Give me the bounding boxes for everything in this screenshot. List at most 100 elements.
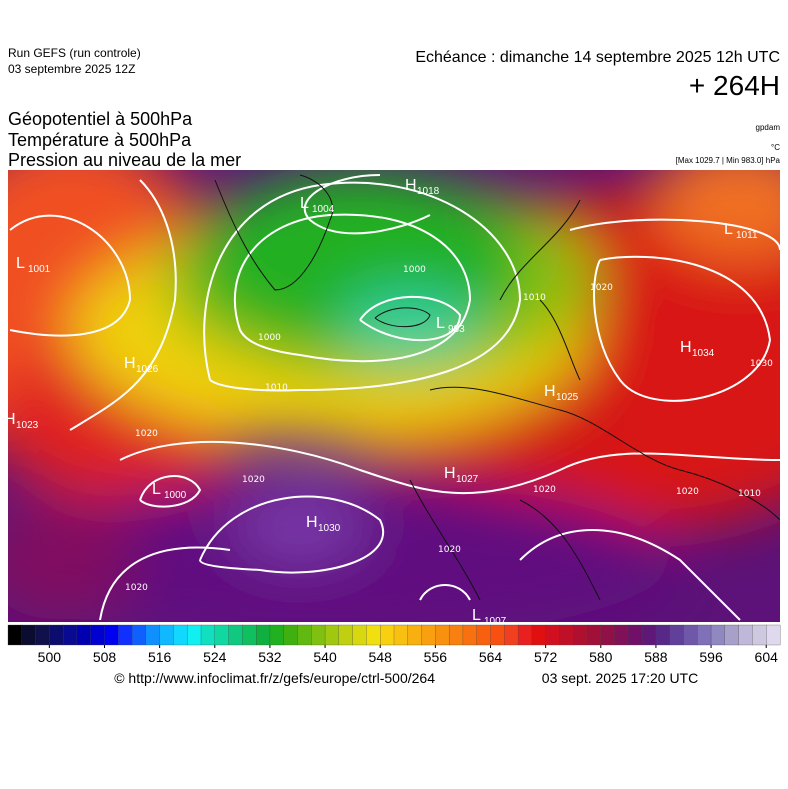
colorbar-tick-label: 572: [534, 649, 558, 665]
color-swatch: [435, 624, 450, 646]
color-swatch: [655, 624, 671, 646]
color-swatch: [641, 624, 657, 646]
center-value: 1023: [16, 420, 39, 431]
colorbar-tick-label: 548: [369, 649, 393, 665]
center-value: 1030: [318, 523, 341, 534]
colorbar-tick-label: 596: [699, 649, 723, 665]
color-swatch: [669, 624, 684, 646]
center-value: 1027: [456, 474, 479, 485]
isobar-label: 1020: [533, 485, 556, 495]
color-swatch: [517, 624, 533, 646]
color-swatch: [104, 624, 119, 646]
color-swatch: [62, 624, 78, 646]
lead-time: + 264H: [689, 70, 780, 101]
issued-time: 03 sept. 2025 17:20 UTC: [542, 670, 698, 686]
isobar-label: 1000: [258, 333, 281, 343]
color-swatch: [628, 624, 643, 646]
center-kind: H: [544, 383, 556, 400]
color-swatch: [738, 624, 753, 646]
color-swatch: [7, 624, 23, 646]
color-swatch: [710, 624, 726, 646]
color-swatch: [21, 624, 37, 646]
color-swatch: [766, 624, 781, 646]
color-swatch: [545, 624, 560, 646]
color-swatch: [118, 624, 133, 646]
color-swatch: [324, 624, 340, 646]
colorbar-tick-label: 588: [644, 649, 668, 665]
colorbar-tick-label: 524: [203, 649, 227, 665]
color-swatch: [173, 624, 188, 646]
isobar-label: 1020: [135, 429, 158, 439]
title: Température à 500hPa: [8, 130, 192, 150]
center-kind: L: [472, 607, 481, 624]
center-kind: H: [124, 355, 136, 372]
color-swatch: [255, 624, 271, 646]
isobar-label: 1020: [676, 487, 699, 497]
colorbar-tick-label: 564: [479, 649, 503, 665]
isobar-label: 1000: [403, 265, 426, 275]
color-swatch: [297, 624, 312, 646]
color-swatch: [131, 624, 147, 646]
center-kind: H: [444, 465, 456, 482]
color-swatch: [90, 624, 105, 646]
color-swatch: [600, 624, 616, 646]
color-swatch: [145, 624, 161, 646]
color-swatch: [448, 624, 464, 646]
colorbar: 500 508 516 524 532 540 548 556 564 572 580 588 596 6…: [7, 624, 781, 665]
color-swatch: [393, 624, 409, 646]
source-url: © http://www.infoclimat.fr/z/gefs/europe…: [114, 670, 435, 686]
title: Pression au niveau de la mer: [8, 150, 241, 170]
center-kind: H: [405, 177, 417, 194]
map: 1000 1000 1010 1020 1020 1020 1020 1010 …: [4, 170, 780, 627]
color-swatch: [531, 624, 547, 646]
color-swatch: [352, 624, 367, 646]
color-swatch: [504, 624, 519, 646]
color-swatch: [752, 624, 767, 646]
center-kind: L: [300, 195, 309, 212]
color-swatch: [559, 624, 574, 646]
center-kind: H: [4, 411, 16, 428]
valid-time: Echéance : dimanche 14 septembre 2025 12…: [415, 49, 780, 66]
color-swatch: [573, 624, 588, 646]
center-kind: H: [680, 339, 692, 356]
colorbar-tick-label: 556: [424, 649, 448, 665]
center-value: 1025: [556, 392, 579, 403]
center-kind: H: [306, 514, 318, 531]
isobar-label: 1020: [125, 583, 148, 593]
colorbar-tick-label: 516: [148, 649, 172, 665]
pressure-range: [Max 1029.7 | Min 983.0] hPa: [676, 156, 781, 165]
color-swatch: [366, 624, 381, 646]
color-swatch: [614, 624, 629, 646]
run: Run GEFS (run controle): [8, 46, 141, 60]
center-kind: L: [16, 255, 25, 272]
color-swatch: [462, 624, 478, 646]
color-swatch: [214, 624, 230, 646]
isobar-label: 1010: [265, 383, 288, 393]
color-swatch: [697, 624, 712, 646]
isobar-label: 1020: [590, 283, 613, 293]
isobar-label: 1010: [523, 293, 546, 303]
color-swatch: [76, 624, 92, 646]
center-value: 1000: [164, 490, 187, 501]
center-value: 1034: [692, 348, 715, 359]
color-swatch: [586, 624, 602, 646]
unit: gpdam: [756, 123, 781, 132]
color-swatch: [187, 624, 202, 646]
isobar-label: 1010: [738, 489, 761, 499]
center-value: 983: [448, 324, 465, 335]
center-value: 1001: [28, 264, 51, 275]
colorbar-tick-label: 500: [38, 649, 62, 665]
color-swatch: [338, 624, 354, 646]
color-swatch: [159, 624, 174, 646]
title: Géopotentiel à 500hPa: [8, 109, 193, 129]
colorbar-tick-label: 508: [93, 649, 117, 665]
center-kind: L: [724, 221, 733, 238]
center-value: 1026: [136, 364, 159, 375]
center-value: 1007: [484, 616, 507, 627]
color-swatch: [476, 624, 491, 646]
isobar-label: 1020: [438, 545, 461, 555]
color-swatch: [490, 624, 505, 646]
color-swatch: [421, 624, 436, 646]
color-swatch: [269, 624, 285, 646]
